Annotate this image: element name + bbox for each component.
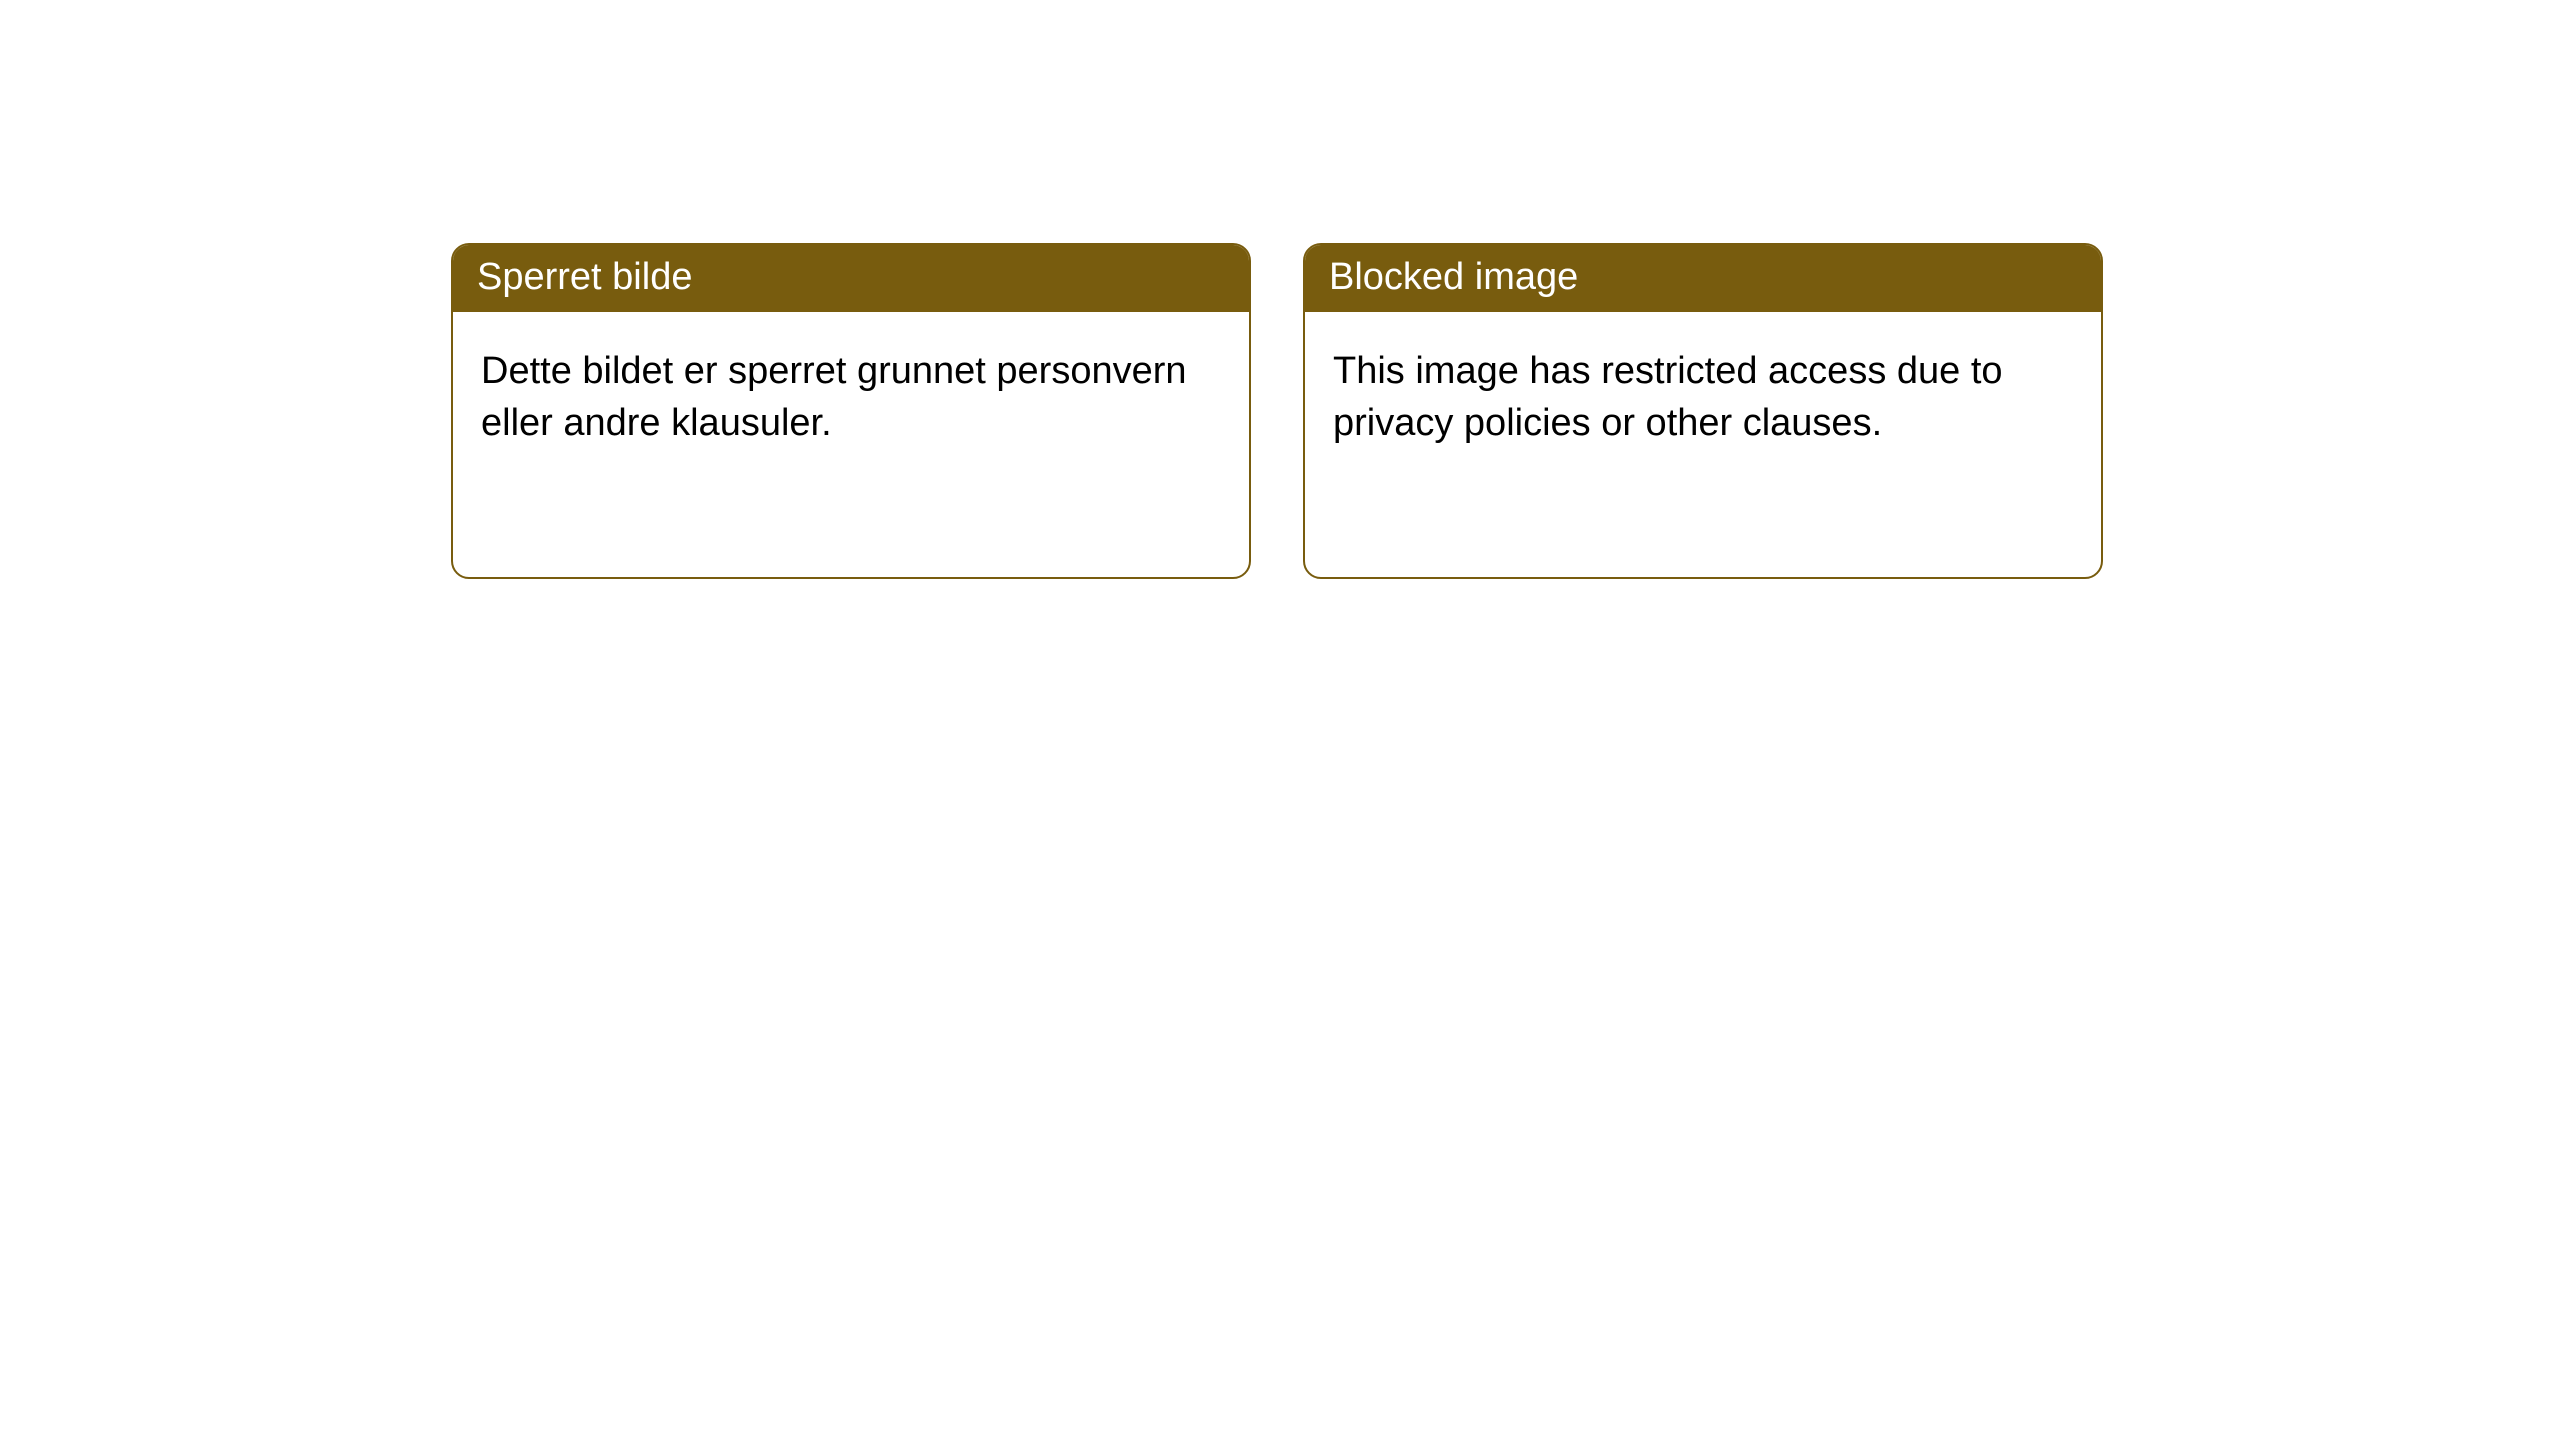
notice-container: Sperret bilde Dette bildet er sperret gr…: [0, 0, 2560, 579]
notice-card-en: Blocked image This image has restricted …: [1303, 243, 2103, 579]
notice-title-en: Blocked image: [1305, 245, 2101, 312]
notice-body-no: Dette bildet er sperret grunnet personve…: [453, 312, 1249, 483]
notice-card-no: Sperret bilde Dette bildet er sperret gr…: [451, 243, 1251, 579]
notice-title-no: Sperret bilde: [453, 245, 1249, 312]
notice-body-en: This image has restricted access due to …: [1305, 312, 2101, 483]
